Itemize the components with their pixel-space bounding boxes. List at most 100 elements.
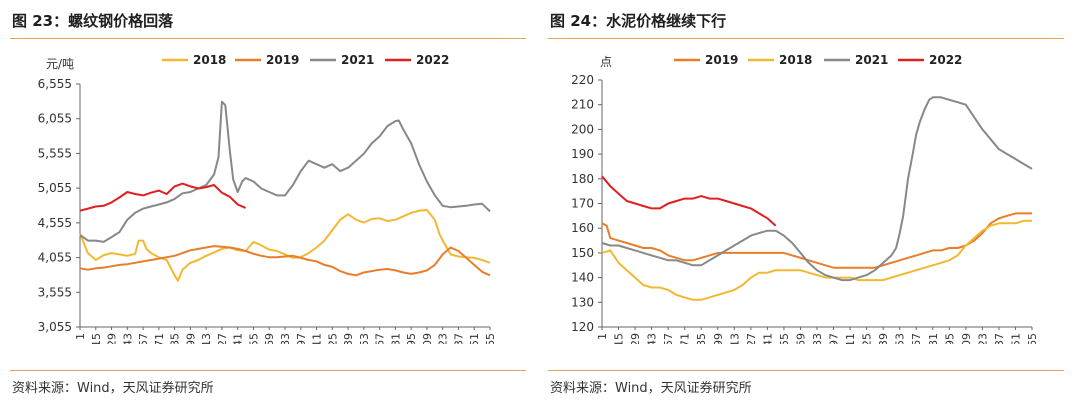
x-tick-label: 281	[927, 333, 940, 344]
y-tick-label: 180	[571, 172, 594, 186]
cement-price-chart: 点 2019 2018 2021 202212013014015016017018019…	[571, 53, 1039, 344]
legend-label: 2019	[266, 53, 299, 67]
legend-item: 2019	[235, 53, 299, 67]
x-tick-label: 113	[200, 333, 213, 344]
x-tick-label: 29	[106, 333, 119, 344]
legend-item: 2022	[385, 53, 449, 67]
x-tick-label: 57	[662, 333, 675, 344]
legend-item: 2021	[310, 53, 374, 67]
y-unit-label: 点	[600, 55, 612, 69]
legend-label: 2022	[929, 53, 962, 67]
x-tick-label: 295	[943, 333, 956, 344]
y-tick-label: 6,555	[38, 77, 72, 91]
x-tick-label: 71	[679, 333, 692, 344]
y-unit-label: 元/吨	[46, 57, 74, 71]
y-tick-label: 170	[571, 197, 594, 211]
x-tick-label: 267	[910, 333, 923, 344]
y-tick-label: 210	[571, 98, 594, 112]
legend-label: 2018	[193, 53, 226, 67]
series-line-2021	[79, 100, 491, 243]
x-tick-label: 127	[745, 333, 758, 344]
x-tick-label: 309	[421, 333, 434, 344]
x-tick-label: 183	[811, 333, 824, 344]
series-line-2019	[79, 245, 491, 277]
y-tick-label: 5,055	[38, 181, 72, 195]
x-tick-label: 155	[247, 333, 260, 344]
x-tick-label: 169	[794, 333, 807, 344]
x-tick-label: 351	[1009, 333, 1022, 344]
x-tick-label: 337	[452, 333, 465, 344]
chart-panel-cement: 图 24：水泥价格继续下行 点 2019 2018 2021 2022 120 130 140…	[548, 0, 1068, 410]
y-tick-label: 3,555	[38, 285, 72, 299]
y-tick-label: 220	[571, 73, 594, 87]
y-tick-label: 160	[571, 221, 594, 235]
x-tick-label: 29	[629, 333, 642, 344]
chart-panel-rebar: 图 23：螺纹钢价格回落 元/吨 2018 2019 2021 2022 3,055 3,5…	[10, 0, 530, 410]
x-tick-label: 99	[712, 333, 725, 344]
chart-title: 图 24：水泥价格继续下行	[550, 12, 727, 30]
y-tick-label: 150	[571, 246, 594, 260]
x-tick-label: 141	[761, 333, 774, 344]
x-tick-label: 253	[358, 333, 371, 344]
legend-item: 2021	[824, 53, 888, 67]
source-rule	[548, 370, 1064, 371]
series-line-2019	[601, 212, 1032, 269]
x-tick-label: 85	[169, 333, 182, 344]
x-tick-label: 351	[468, 333, 481, 344]
x-tick-label: 267	[374, 333, 387, 344]
series-line-2018	[601, 219, 1032, 301]
y-tick-label: 4,055	[38, 251, 72, 265]
x-tick-label: 141	[232, 333, 245, 344]
legend-item: 2022	[898, 53, 962, 67]
chart-title: 图 23：螺纹钢价格回落	[12, 12, 174, 30]
series-line-2018	[79, 209, 491, 282]
x-tick-label: 169	[263, 333, 276, 344]
source-rule	[10, 370, 526, 371]
x-tick-label: 155	[778, 333, 791, 344]
x-tick-label: 197	[295, 333, 308, 344]
x-tick-label: 309	[960, 333, 973, 344]
x-tick-label: 43	[121, 333, 134, 344]
x-tick-label: 183	[279, 333, 292, 344]
x-tick-label: 253	[894, 333, 907, 344]
x-tick-label: 57	[137, 333, 150, 344]
x-tick-label: 43	[646, 333, 659, 344]
x-tick-label: 211	[844, 333, 857, 344]
legend-label: 2021	[855, 53, 888, 67]
series-line-2022	[79, 182, 246, 212]
y-tick-label: 190	[571, 147, 594, 161]
x-tick-label: 239	[877, 333, 890, 344]
x-tick-label: 1	[596, 333, 609, 340]
series-line-2021	[601, 96, 1033, 282]
x-tick-label: 15	[613, 333, 626, 344]
title-rule	[10, 38, 526, 39]
y-tick-label: 3,055	[38, 320, 72, 334]
legend-label: 2022	[416, 53, 449, 67]
x-tick-label: 281	[389, 333, 402, 344]
legend-item: 2018	[162, 53, 226, 67]
y-tick-label: 130	[571, 295, 594, 309]
x-tick-label: 323	[437, 333, 450, 344]
source-note: 资料来源：Wind，天风证券研究所	[550, 381, 752, 396]
y-tick-label: 120	[571, 320, 594, 334]
legend-label: 2021	[341, 53, 374, 67]
x-tick-label: 99	[184, 333, 197, 344]
legend-label: 2019	[705, 53, 738, 67]
x-tick-label: 15	[90, 333, 103, 344]
x-tick-label: 1	[74, 333, 87, 340]
x-tick-label: 295	[405, 333, 418, 344]
x-tick-label: 225	[861, 333, 874, 344]
y-tick-label: 200	[571, 122, 594, 136]
x-tick-label: 71	[153, 333, 166, 344]
x-tick-label: 197	[828, 333, 841, 344]
x-tick-label: 225	[326, 333, 339, 344]
x-tick-label: 113	[728, 333, 741, 344]
x-tick-label: 85	[695, 333, 708, 344]
x-tick-label: 211	[311, 333, 324, 344]
rebar-price-chart: 元/吨 2018 2019 2021 2022 3,055 3,555 4,055 4,555 5…	[38, 53, 497, 344]
y-tick-label: 140	[571, 271, 594, 285]
x-tick-label: 365	[1026, 333, 1039, 344]
y-tick-label: 5,555	[38, 146, 72, 160]
source-note: 资料来源：Wind，天风证券研究所	[12, 381, 214, 396]
series-line-2022	[601, 175, 777, 227]
